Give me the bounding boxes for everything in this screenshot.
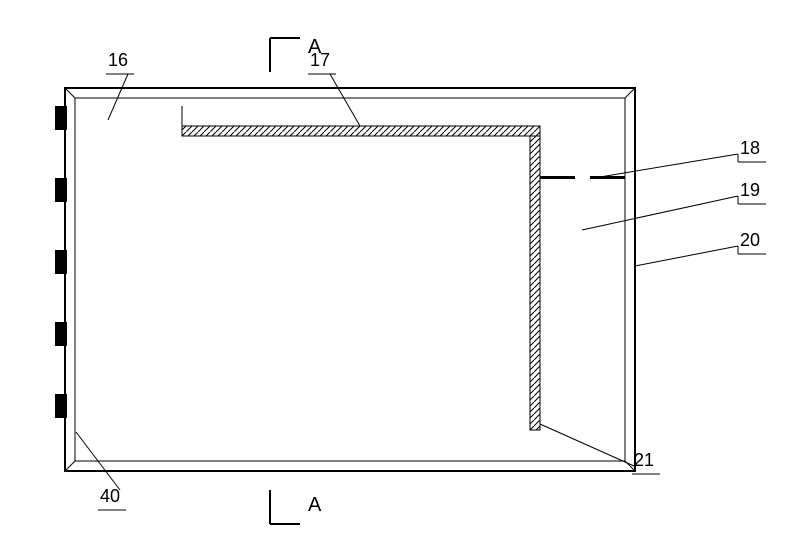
callout-16-label: 16 (108, 50, 128, 71)
callout-40-label: 40 (100, 486, 120, 507)
callout-18-label: 18 (740, 138, 760, 159)
callout-21-label: 21 (634, 450, 654, 471)
section-label-bottom: A (308, 494, 321, 517)
engineering-drawing (0, 0, 800, 553)
callout-20-label: 20 (740, 230, 760, 251)
callout-19-label: 19 (740, 180, 760, 201)
section-label-top: A (308, 36, 321, 59)
